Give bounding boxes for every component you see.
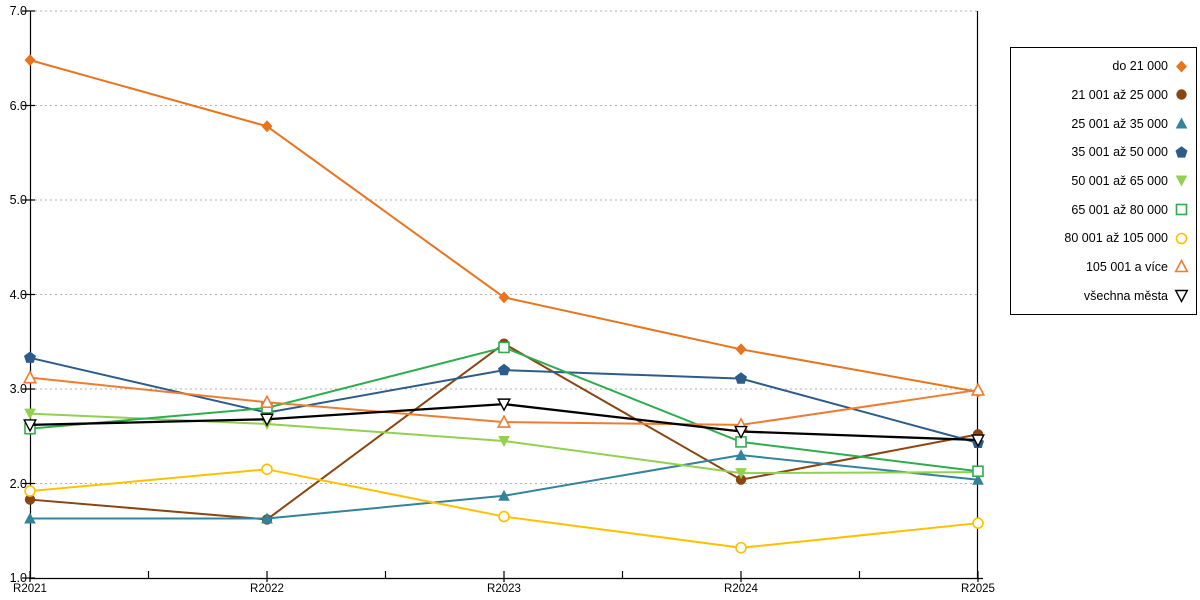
x-tick-label: R2023 <box>487 583 521 595</box>
legend-label: 35 001 až 50 000 <box>1071 145 1168 160</box>
pentagon-icon <box>1175 145 1188 158</box>
triangle-up-icon <box>1175 117 1188 129</box>
square-open-marker <box>498 341 510 354</box>
triangle-down-marker <box>735 468 747 480</box>
triangle-down-marker <box>498 435 510 447</box>
circle-open-marker <box>498 510 510 523</box>
triangle-up-open-marker <box>22 369 38 384</box>
x-tick-label: R2022 <box>250 583 284 595</box>
legend-item: do 21 000 <box>1011 59 1196 74</box>
triangle-up-open-marker <box>259 394 275 409</box>
triangle-up-marker <box>24 512 36 524</box>
legend-label: 25 001 až 35 000 <box>1071 116 1168 131</box>
series-25-001-až-35-000 <box>24 449 984 524</box>
legend-label: 50 001 až 65 000 <box>1071 173 1168 188</box>
y-tick-label: 6.0 <box>9 98 27 113</box>
triangle-up-marker <box>498 489 510 501</box>
triangle-up-marker <box>735 449 747 461</box>
pentagon-marker <box>735 372 747 384</box>
triangle-down-marker <box>24 408 36 420</box>
triangle-down-open-marker <box>497 398 511 412</box>
diamond-marker <box>735 343 747 356</box>
legend-item: 25 001 až 35 000 <box>1011 116 1196 131</box>
circle-open-marker <box>735 541 747 554</box>
pentagon-marker <box>24 351 36 363</box>
series-line <box>29 468 979 549</box>
circle-marker <box>735 474 747 485</box>
legend-label: 65 001 až 80 000 <box>1071 202 1168 217</box>
triangle-down-open-marker <box>260 413 274 427</box>
series-80-001-až-105-000 <box>24 463 984 554</box>
legend-item: 21 001 až 25 000 <box>1011 87 1196 102</box>
diamond-marker <box>498 291 510 304</box>
series-105-001-a-více <box>22 369 986 431</box>
x-tick-label: R2024 <box>724 583 758 595</box>
series-line <box>30 454 979 520</box>
series-všechna-města <box>23 398 985 448</box>
legend-item: všechna města <box>1011 288 1196 304</box>
square-open-marker <box>972 465 984 478</box>
triangle-down-open-marker <box>23 419 37 433</box>
circle-open-marker <box>261 463 273 476</box>
legend-item: 80 001 až 105 000 <box>1011 231 1196 246</box>
diamond-marker <box>24 54 36 67</box>
square-open-icon <box>1175 203 1188 216</box>
legend-item: 35 001 až 50 000 <box>1011 145 1196 160</box>
legend-label: 105 001 a více <box>1085 259 1168 274</box>
x-tick-label: R2021 <box>13 583 47 595</box>
diamond-marker <box>261 120 273 133</box>
y-tick-label: 4.0 <box>9 287 27 302</box>
legend-label: 21 001 až 25 000 <box>1071 87 1168 102</box>
legend-label: 80 001 až 105 000 <box>1064 231 1168 246</box>
circle-marker <box>24 494 36 505</box>
x-tick-label: R2025 <box>961 583 995 595</box>
legend-item: 105 001 a více <box>1011 259 1196 274</box>
chart-canvas <box>22 10 986 582</box>
triangle-down-open-icon <box>1174 289 1189 304</box>
legend-item: 50 001 až 65 000 <box>1011 173 1196 188</box>
legend-label: všechna města <box>1083 288 1168 303</box>
circle-open-marker <box>972 517 984 529</box>
triangle-up-open-icon <box>1174 259 1189 273</box>
triangle-down-open-marker <box>734 425 748 440</box>
y-tick-label: 7.0 <box>9 4 27 18</box>
legend-item: 65 001 až 80 000 <box>1011 202 1196 217</box>
y-tick-label: 2.0 <box>9 476 27 491</box>
triangle-up-marker <box>261 512 273 524</box>
plot-area <box>22 10 986 582</box>
circle-icon <box>1176 89 1187 101</box>
triangle-down-icon <box>1175 175 1188 187</box>
y-tick-label: 1.0 <box>9 571 27 585</box>
diamond-icon <box>1176 60 1187 73</box>
pentagon-marker <box>498 363 510 376</box>
triangle-down-open-marker <box>971 434 985 448</box>
y-tick-label: 3.0 <box>9 382 27 396</box>
circle-open-icon <box>1175 232 1188 245</box>
triangle-up-open-marker <box>970 382 986 396</box>
legend: do 21 000 21 001 až 25 000 25 001 až 35 00… <box>1010 47 1197 315</box>
triangle-up-open-marker <box>496 414 512 428</box>
legend-label: do 21 000 <box>1112 59 1168 74</box>
circle-open-marker <box>24 485 36 497</box>
triangle-up-marker <box>972 473 984 485</box>
y-tick-label: 5.0 <box>9 193 27 207</box>
